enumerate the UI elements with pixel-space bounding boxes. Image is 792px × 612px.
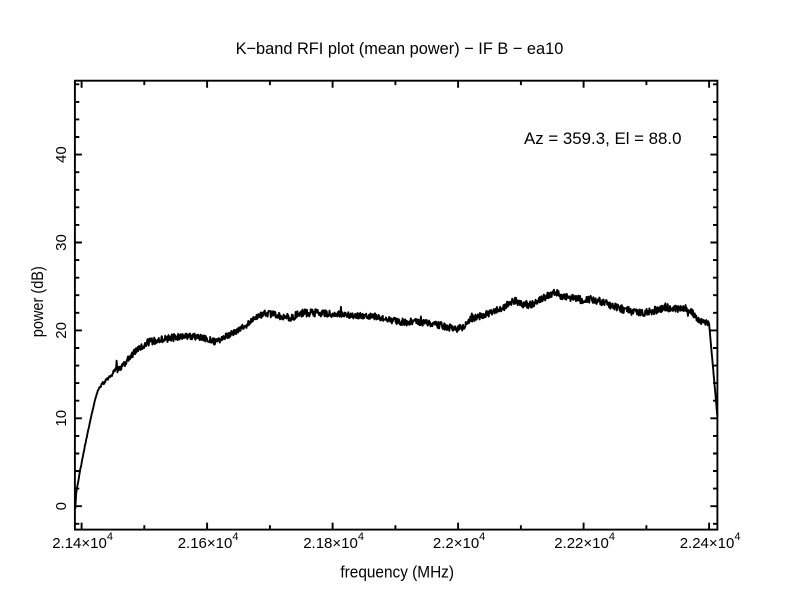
svg-text:frequency (MHz): frequency (MHz): [340, 563, 454, 582]
svg-text:2.24×104: 2.24×104: [680, 531, 741, 552]
svg-text:40: 40: [53, 146, 70, 163]
svg-text:0: 0: [53, 502, 70, 510]
svg-text:2.2×104: 2.2×104: [433, 531, 485, 552]
svg-text:30: 30: [53, 234, 70, 251]
svg-text:20: 20: [53, 322, 70, 339]
svg-text:K−band RFI plot (mean power) −: K−band RFI plot (mean power) − IF B − ea…: [236, 39, 564, 58]
svg-text:2.14×104: 2.14×104: [52, 531, 113, 552]
svg-text:2.22×104: 2.22×104: [554, 531, 615, 552]
svg-text:2.18×104: 2.18×104: [303, 531, 364, 552]
svg-text:10: 10: [53, 410, 70, 427]
svg-text:2.16×104: 2.16×104: [178, 531, 239, 552]
svg-text:power (dB): power (dB): [28, 266, 47, 337]
svg-text:Az = 359.3, El = 88.0: Az = 359.3, El = 88.0: [524, 129, 682, 148]
